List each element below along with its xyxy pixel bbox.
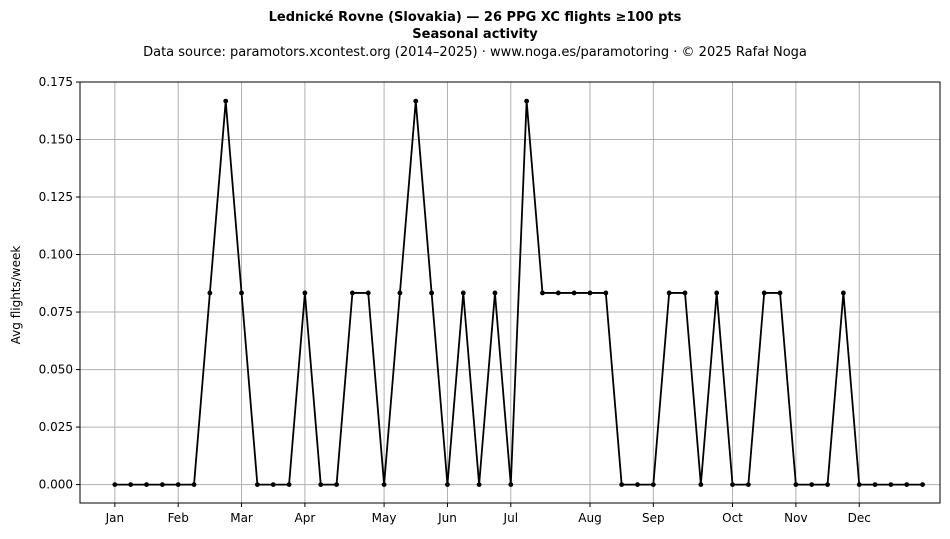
data-point xyxy=(223,98,229,104)
data-point xyxy=(603,290,609,296)
data-point xyxy=(730,482,735,487)
y-axis-label: Avg flights/week xyxy=(9,246,23,345)
x-tick-label: Feb xyxy=(168,511,189,525)
data-point xyxy=(698,482,704,487)
data-point xyxy=(540,290,545,296)
chart-title-line2: Seasonal activity xyxy=(412,27,538,42)
data-point xyxy=(904,482,910,487)
x-tick-label: Sep xyxy=(642,511,665,525)
x-tick-label: Jun xyxy=(437,511,457,525)
x-tick-label: Oct xyxy=(722,511,743,525)
data-point xyxy=(571,290,577,296)
data-point xyxy=(825,482,830,487)
data-point xyxy=(476,482,482,487)
x-tick-label: Nov xyxy=(784,511,807,525)
data-point xyxy=(144,482,149,487)
x-tick-label: Mar xyxy=(230,511,253,525)
data-point xyxy=(809,482,815,487)
data-point xyxy=(650,482,656,487)
y-tick-label: 0.100 xyxy=(39,248,73,262)
data-point xyxy=(318,482,324,487)
data-point xyxy=(159,482,165,487)
data-point xyxy=(429,290,435,296)
x-tick-label: Jul xyxy=(503,511,518,525)
y-tick-label: 0.000 xyxy=(39,478,73,492)
chart-title-line1: Lednické Rovne (Slovakia) — 26 PPG XC fl… xyxy=(269,10,682,25)
data-point xyxy=(112,482,118,487)
data-point xyxy=(350,290,355,296)
data-point xyxy=(381,482,387,487)
data-point xyxy=(920,482,925,487)
y-tick-label: 0.125 xyxy=(39,190,73,204)
data-point xyxy=(635,482,640,487)
series-line xyxy=(114,101,923,486)
data-point xyxy=(508,482,514,487)
data-point xyxy=(175,482,181,487)
data-point xyxy=(365,290,371,296)
data-point xyxy=(761,290,767,296)
data-point xyxy=(682,290,688,296)
data-point xyxy=(524,98,530,104)
y-tick-label: 0.050 xyxy=(39,363,73,377)
x-tick-label: Jan xyxy=(105,511,125,525)
grid-layer xyxy=(80,81,940,503)
y-tick-label: 0.025 xyxy=(39,420,73,434)
plot-frame xyxy=(79,81,941,504)
data-point xyxy=(286,482,292,487)
data-point xyxy=(302,290,308,296)
x-tick-label: Dec xyxy=(848,511,871,525)
data-point xyxy=(334,482,339,487)
y-axis: 0.000 0.025 0.050 0.075 0.100 0.125 0.150 0.175 xyxy=(39,75,80,492)
data-point xyxy=(714,290,720,296)
data-point xyxy=(793,482,799,487)
x-tick-label: Aug xyxy=(578,511,601,525)
data-point xyxy=(460,290,466,296)
x-tick-label: Apr xyxy=(295,511,316,525)
data-point xyxy=(191,482,197,487)
data-point xyxy=(270,482,276,487)
data-point xyxy=(619,482,625,487)
data-point xyxy=(666,290,672,296)
y-tick-label: 0.175 xyxy=(39,75,73,89)
data-point xyxy=(254,482,260,487)
data-point xyxy=(207,290,213,296)
data-point xyxy=(128,482,134,487)
data-point xyxy=(445,482,450,487)
data-point xyxy=(555,290,561,296)
x-axis: Jan Feb Mar Apr May Jun Jul Aug Sep Oct Nov Dec xyxy=(105,503,871,525)
data-point xyxy=(745,482,751,487)
x-tick-label: May xyxy=(372,511,397,525)
y-tick-label: 0.075 xyxy=(39,305,73,319)
data-point xyxy=(888,482,894,487)
data-point xyxy=(840,290,846,296)
data-point xyxy=(872,482,878,487)
y-tick-label: 0.150 xyxy=(39,133,73,147)
data-point xyxy=(413,98,419,104)
data-point xyxy=(777,290,783,296)
chart-subtitle: Data source: paramotors.xcontest.org (20… xyxy=(143,45,807,60)
data-point xyxy=(239,290,244,296)
data-point xyxy=(397,290,403,296)
data-point xyxy=(587,290,593,296)
series-layer xyxy=(112,98,925,487)
data-point xyxy=(856,482,862,487)
data-point xyxy=(492,290,498,296)
